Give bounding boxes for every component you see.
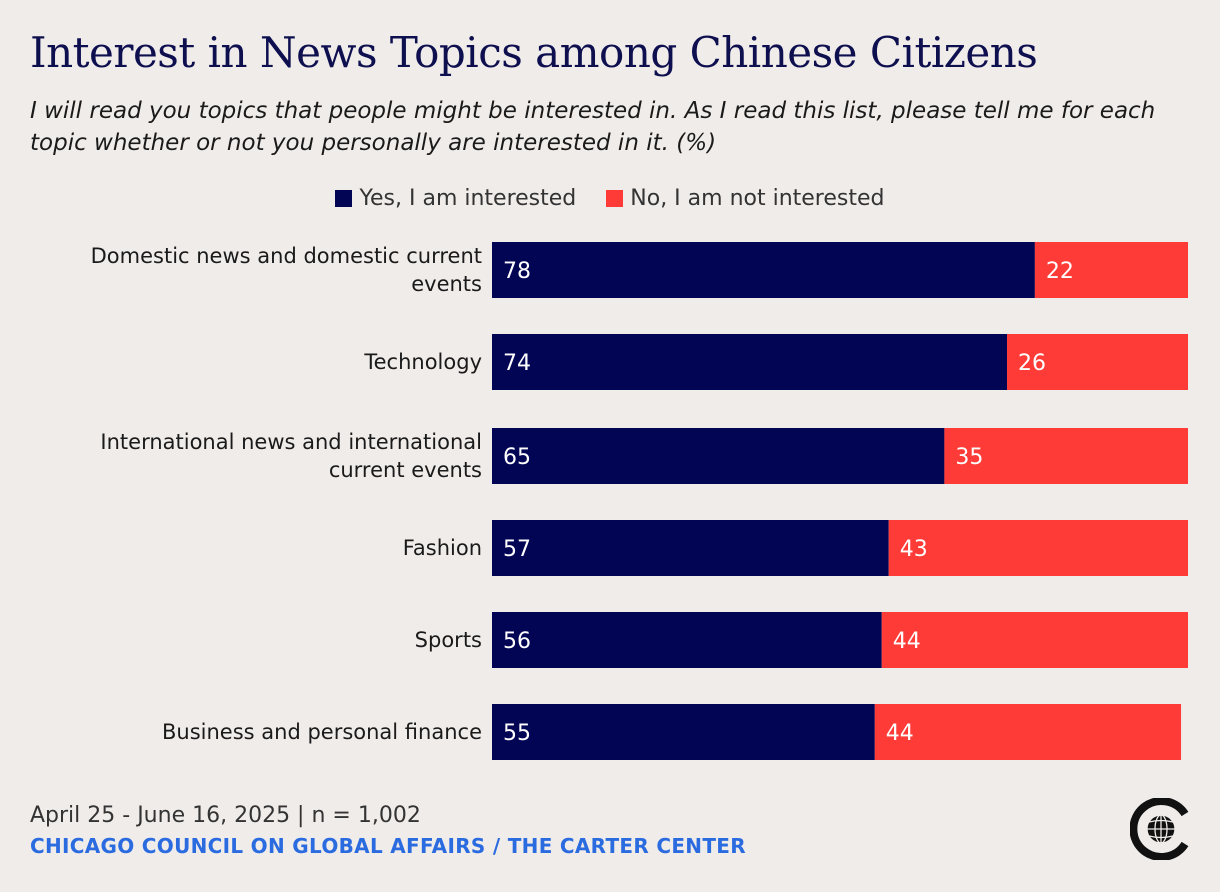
chart-title: Interest in News Topics among Chinese Ci… xyxy=(30,28,1038,77)
bar-no xyxy=(874,704,1182,760)
data-label-no: 43 xyxy=(900,537,928,562)
bar-no xyxy=(888,520,1188,576)
data-label-yes: 74 xyxy=(503,351,531,376)
legend: Yes, I am interested No, I am not intere… xyxy=(0,186,1220,211)
bar-yes xyxy=(492,334,1008,390)
bar-yes xyxy=(492,428,945,484)
data-label-no: 22 xyxy=(1046,259,1074,284)
bar-yes xyxy=(492,612,882,668)
bar-yes xyxy=(492,704,875,760)
data-label-no: 26 xyxy=(1018,351,1046,376)
bar-no xyxy=(881,612,1188,668)
source-credit: CHICAGO COUNCIL ON GLOBAL AFFAIRS / THE … xyxy=(30,834,746,858)
chart-subtitle: I will read you topics that people might… xyxy=(30,98,1156,156)
category-label: Domestic news and domestic current event… xyxy=(90,244,482,296)
legend-label-yes: Yes, I am interested xyxy=(359,186,577,211)
category-label: Business and personal finance xyxy=(161,720,482,744)
bar-no xyxy=(1034,242,1188,298)
data-label-yes: 55 xyxy=(503,721,531,746)
legend-swatch-no xyxy=(606,190,624,207)
data-label-no: 44 xyxy=(893,629,921,654)
data-label-no: 35 xyxy=(955,445,983,470)
globe-c-logo-icon xyxy=(1130,798,1189,860)
data-label-yes: 56 xyxy=(503,629,531,654)
category-label: Fashion xyxy=(402,536,482,560)
legend-item-yes: Yes, I am interested xyxy=(335,186,576,211)
legend-swatch-yes xyxy=(335,190,353,207)
survey-date: April 25 - June 16, 2025 | n = 1,002 xyxy=(30,803,421,828)
bar-no xyxy=(1007,334,1188,390)
data-label-yes: 78 xyxy=(503,259,531,284)
category-label: International news and international cur… xyxy=(100,430,482,482)
bar-no xyxy=(944,428,1188,484)
data-label-yes: 57 xyxy=(503,537,531,562)
data-label-no: 44 xyxy=(886,721,914,746)
category-label: Sports xyxy=(414,628,482,652)
category-label: Technology xyxy=(364,350,482,374)
legend-label-no: No, I am not interested xyxy=(630,186,885,211)
bar-yes xyxy=(492,520,889,576)
bar-yes xyxy=(492,242,1035,298)
data-label-yes: 65 xyxy=(503,445,531,470)
legend-item-no: No, I am not interested xyxy=(606,186,885,211)
